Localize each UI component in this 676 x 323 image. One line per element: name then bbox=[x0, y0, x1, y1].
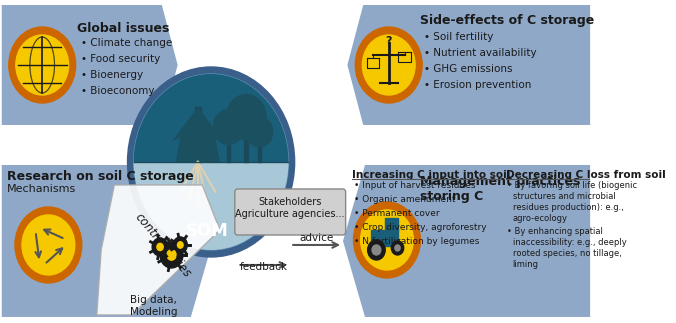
Text: • By favoring soil life (biogenic: • By favoring soil life (biogenic bbox=[508, 181, 637, 190]
Circle shape bbox=[360, 210, 413, 270]
Circle shape bbox=[178, 242, 183, 248]
Polygon shape bbox=[2, 5, 178, 125]
Circle shape bbox=[134, 74, 289, 250]
Text: • Crop diversity, agroforestry: • Crop diversity, agroforestry bbox=[354, 223, 486, 232]
Text: feedback: feedback bbox=[240, 262, 288, 272]
Circle shape bbox=[356, 27, 422, 103]
Bar bbox=[371, 230, 397, 246]
Text: • Soil fertility: • Soil fertility bbox=[424, 32, 493, 42]
Text: Mechanisms: Mechanisms bbox=[7, 184, 76, 194]
Circle shape bbox=[9, 27, 76, 103]
Circle shape bbox=[372, 245, 381, 255]
Polygon shape bbox=[172, 107, 224, 162]
Polygon shape bbox=[2, 165, 213, 317]
Text: • Bioeconomy: • Bioeconomy bbox=[81, 86, 154, 96]
Text: Research on soil C storage: Research on soil C storage bbox=[7, 170, 194, 183]
Text: residues production): e.g.,: residues production): e.g., bbox=[512, 203, 623, 212]
Circle shape bbox=[246, 117, 272, 147]
Text: • Nutrient availability: • Nutrient availability bbox=[424, 48, 537, 58]
Text: • Input of harvest residues: • Input of harvest residues bbox=[354, 181, 475, 190]
Text: • Bioenergy: • Bioenergy bbox=[81, 70, 143, 80]
Text: agro-ecology: agro-ecology bbox=[512, 214, 568, 223]
Text: structures and microbial: structures and microbial bbox=[512, 192, 615, 201]
Polygon shape bbox=[347, 5, 590, 125]
FancyBboxPatch shape bbox=[235, 189, 345, 235]
Text: • Food security: • Food security bbox=[81, 54, 160, 64]
Circle shape bbox=[160, 242, 183, 268]
Text: Side-effects of C storage: Side-effects of C storage bbox=[420, 14, 595, 27]
Text: Increasing C input into soil: Increasing C input into soil bbox=[352, 170, 510, 180]
Text: rooted species, no tillage,: rooted species, no tillage, bbox=[512, 249, 622, 258]
Wedge shape bbox=[134, 74, 289, 162]
Circle shape bbox=[167, 250, 176, 260]
Text: Management practices
storing C: Management practices storing C bbox=[420, 175, 581, 203]
Circle shape bbox=[173, 237, 187, 253]
Text: Stakeholders
Agriculture agencies...: Stakeholders Agriculture agencies... bbox=[235, 197, 345, 219]
Text: • N fertilization by legumes: • N fertilization by legumes bbox=[354, 237, 479, 246]
Circle shape bbox=[213, 109, 244, 144]
Text: • Permanent cover: • Permanent cover bbox=[354, 209, 439, 218]
Circle shape bbox=[368, 240, 385, 260]
Circle shape bbox=[16, 35, 68, 95]
Circle shape bbox=[395, 245, 400, 251]
Circle shape bbox=[226, 95, 266, 140]
Polygon shape bbox=[343, 165, 590, 317]
Text: • Organic amendment: • Organic amendment bbox=[354, 195, 455, 204]
Text: Global issues: Global issues bbox=[77, 22, 170, 35]
Text: controversies: controversies bbox=[132, 210, 193, 280]
Circle shape bbox=[22, 215, 75, 275]
Text: liming: liming bbox=[512, 260, 539, 269]
Text: inaccessibility: e.g., deeply: inaccessibility: e.g., deeply bbox=[512, 238, 627, 247]
Bar bbox=[385, 218, 397, 231]
Text: • Climate change: • Climate change bbox=[81, 38, 172, 48]
Circle shape bbox=[391, 241, 404, 255]
Text: Decreasing C loss from soil: Decreasing C loss from soil bbox=[506, 170, 665, 180]
Text: ?: ? bbox=[385, 36, 392, 46]
Circle shape bbox=[152, 238, 168, 256]
Circle shape bbox=[128, 67, 295, 257]
Circle shape bbox=[157, 243, 163, 251]
Circle shape bbox=[15, 207, 82, 283]
Text: advice: advice bbox=[299, 233, 334, 243]
Text: • GHG emissions: • GHG emissions bbox=[424, 64, 512, 74]
Circle shape bbox=[362, 35, 415, 95]
Text: SOM: SOM bbox=[185, 222, 228, 240]
Polygon shape bbox=[97, 185, 220, 315]
Wedge shape bbox=[134, 162, 289, 250]
Text: • By enhancing spatial: • By enhancing spatial bbox=[508, 227, 604, 236]
Text: • Erosion prevention: • Erosion prevention bbox=[424, 80, 531, 90]
Text: Big data,
Modeling: Big data, Modeling bbox=[130, 295, 178, 317]
Circle shape bbox=[354, 202, 420, 278]
